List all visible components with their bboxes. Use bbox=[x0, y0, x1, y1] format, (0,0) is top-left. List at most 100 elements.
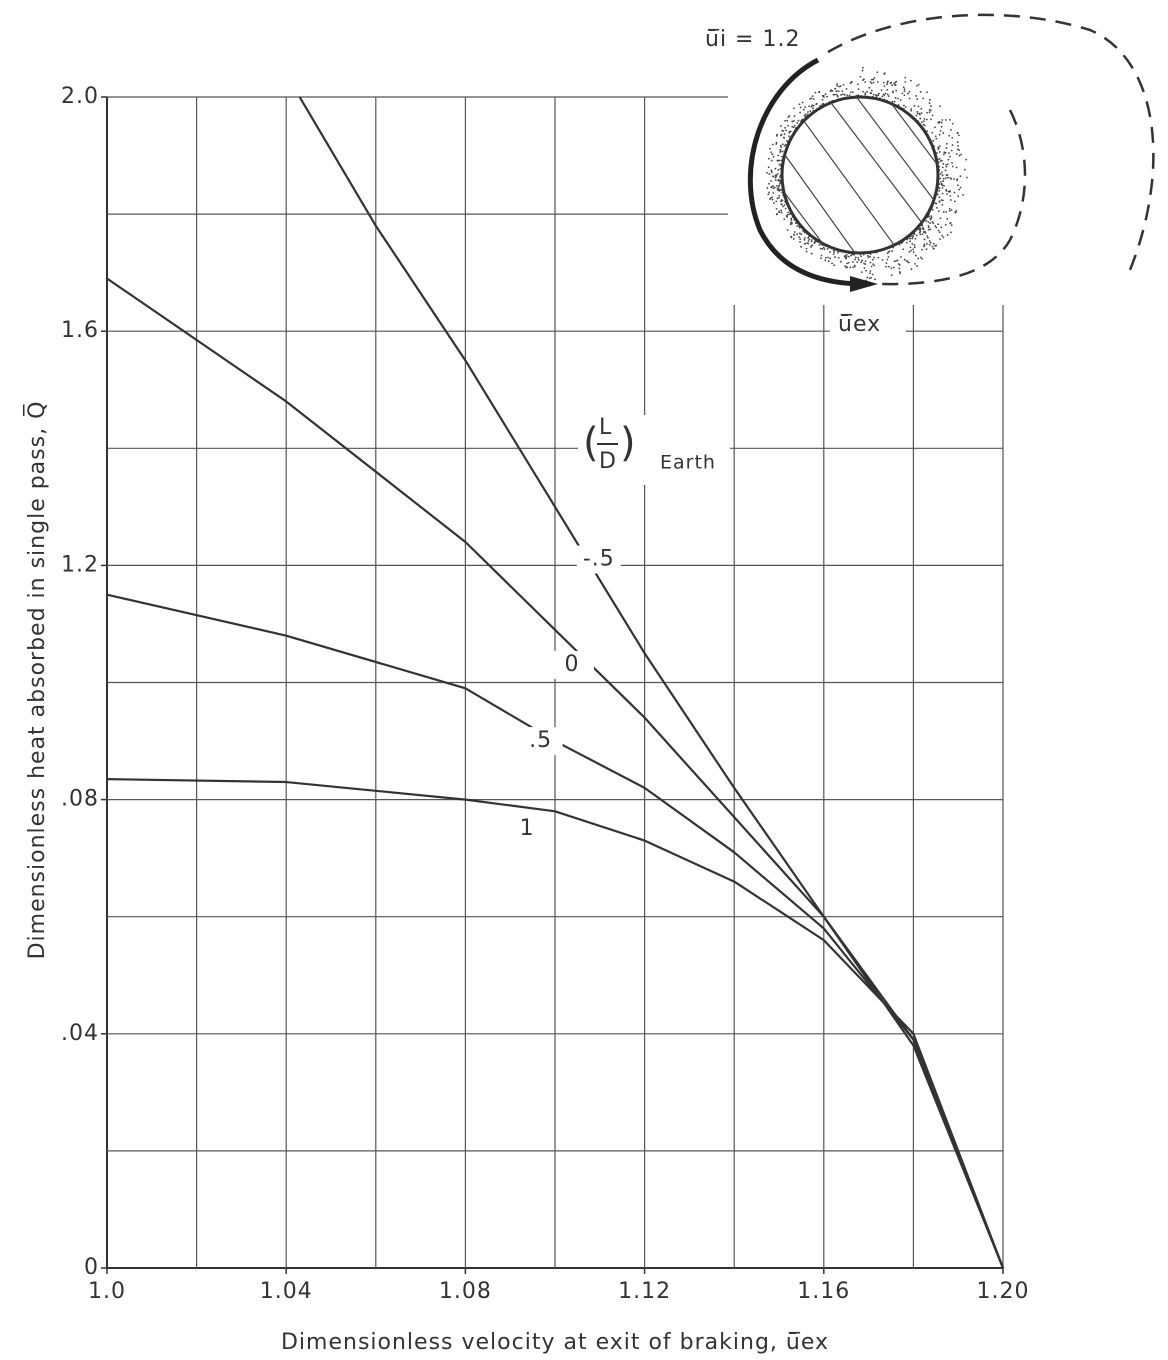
stipple-dot bbox=[953, 200, 956, 203]
x-axis-title: Dimensionless velocity at exit of brakin… bbox=[281, 1330, 829, 1355]
stipple-dot bbox=[804, 106, 807, 109]
stipple-dot bbox=[776, 197, 779, 200]
stipple-dot bbox=[951, 136, 954, 139]
x-tick-label: 1.20 bbox=[977, 1279, 1030, 1304]
stipple-dot bbox=[932, 247, 935, 250]
stipple-dot bbox=[926, 242, 928, 245]
stipple-dot bbox=[888, 250, 891, 253]
stipple-dot bbox=[911, 243, 914, 245]
stipple-dot bbox=[908, 251, 911, 253]
x-tick-label: 1.16 bbox=[797, 1279, 850, 1304]
stipple-dot bbox=[937, 146, 940, 149]
stipple-dot bbox=[956, 184, 959, 187]
stipple-dot bbox=[904, 76, 907, 79]
stipple-dot bbox=[928, 111, 931, 114]
stipple-dot bbox=[872, 263, 875, 265]
stipple-dot bbox=[966, 176, 968, 179]
stipple-dot bbox=[827, 260, 830, 263]
stipple-dot bbox=[823, 248, 826, 251]
stipple-dot bbox=[945, 163, 948, 166]
stipple-dot bbox=[941, 234, 944, 237]
stipple-dot bbox=[937, 229, 940, 232]
stipple-dot bbox=[942, 177, 945, 180]
stipple-dot bbox=[894, 84, 896, 86]
stipple-dot bbox=[953, 178, 955, 181]
stipple-dot bbox=[872, 93, 875, 96]
stipple-dot bbox=[820, 254, 823, 257]
stipple-dot bbox=[913, 244, 916, 246]
stipple-dot bbox=[815, 102, 818, 105]
stipple-dot bbox=[893, 260, 896, 263]
stipple-dot bbox=[772, 202, 775, 204]
series-label-background bbox=[549, 650, 594, 679]
stipple-dot bbox=[934, 202, 937, 205]
stipple-dot bbox=[945, 188, 947, 191]
stipple-dot bbox=[890, 274, 893, 277]
stipple-dot bbox=[930, 215, 933, 218]
stipple-dot bbox=[895, 260, 897, 262]
stipple-dot bbox=[941, 166, 944, 169]
stipple-dot bbox=[927, 220, 930, 223]
stipple-dot bbox=[788, 213, 791, 216]
stipple-dot bbox=[810, 239, 813, 241]
stipple-dot bbox=[936, 152, 938, 154]
stipple-dot bbox=[842, 83, 845, 86]
stipple-dot bbox=[857, 88, 860, 91]
stipple-dot bbox=[865, 269, 867, 272]
stipple-dot bbox=[914, 254, 917, 257]
stipple-dot bbox=[849, 266, 852, 269]
stipple-dot bbox=[939, 180, 942, 183]
stipple-dot bbox=[846, 262, 849, 265]
stipple-dot bbox=[822, 102, 825, 105]
x-tick-label: 1.08 bbox=[439, 1279, 492, 1304]
stipple-dot bbox=[818, 243, 821, 246]
stipple-dot bbox=[833, 264, 835, 267]
stipple-dot bbox=[896, 259, 899, 262]
stipple-dot bbox=[853, 253, 856, 256]
stipple-dot bbox=[774, 174, 777, 177]
stipple-dot bbox=[945, 210, 948, 213]
stipple-dot bbox=[887, 95, 890, 97]
stipple-dot bbox=[857, 259, 860, 261]
stipple-dot bbox=[781, 143, 784, 146]
stipple-dot bbox=[775, 143, 778, 145]
stipple-dot bbox=[811, 104, 814, 107]
stipple-dot bbox=[871, 273, 874, 276]
stipple-dot bbox=[786, 216, 789, 218]
stipple-dot bbox=[906, 92, 909, 95]
stipple-dot bbox=[781, 199, 784, 202]
stipple-dot bbox=[956, 131, 959, 134]
x-tick-label: 1.12 bbox=[618, 1279, 671, 1304]
stipple-dot bbox=[864, 93, 867, 96]
stipple-dot bbox=[920, 121, 923, 124]
stipple-dot bbox=[944, 177, 947, 180]
stipple-dot bbox=[928, 240, 931, 242]
stipple-dot bbox=[898, 267, 901, 270]
stipple-dot bbox=[938, 145, 941, 148]
stipple-dot bbox=[942, 180, 945, 182]
stipple-dot bbox=[948, 118, 951, 121]
stipple-dot bbox=[810, 240, 813, 243]
stipple-dot bbox=[892, 266, 895, 269]
stipple-dot bbox=[787, 116, 790, 119]
stipple-dot bbox=[951, 122, 954, 125]
planet bbox=[780, 95, 940, 255]
stipple-dot bbox=[796, 233, 799, 236]
stipple-dot bbox=[824, 256, 827, 259]
stipple-dot bbox=[903, 90, 906, 93]
stipple-dot bbox=[950, 209, 953, 211]
stipple-dot bbox=[870, 265, 873, 268]
stipple-dot bbox=[876, 81, 879, 83]
stipple-dot bbox=[887, 265, 890, 268]
stipple-dot bbox=[910, 79, 912, 82]
stipple-dot bbox=[913, 246, 916, 249]
stipple-dot bbox=[873, 256, 875, 259]
paren: ) bbox=[620, 420, 637, 466]
stipple-dot bbox=[852, 266, 854, 269]
stipple-dot bbox=[925, 220, 928, 222]
stipple-dot bbox=[938, 158, 941, 160]
stipple-dot bbox=[927, 228, 930, 231]
stipple-dot bbox=[779, 189, 782, 191]
stipple-dot bbox=[839, 85, 842, 88]
stipple-dot bbox=[910, 268, 913, 271]
